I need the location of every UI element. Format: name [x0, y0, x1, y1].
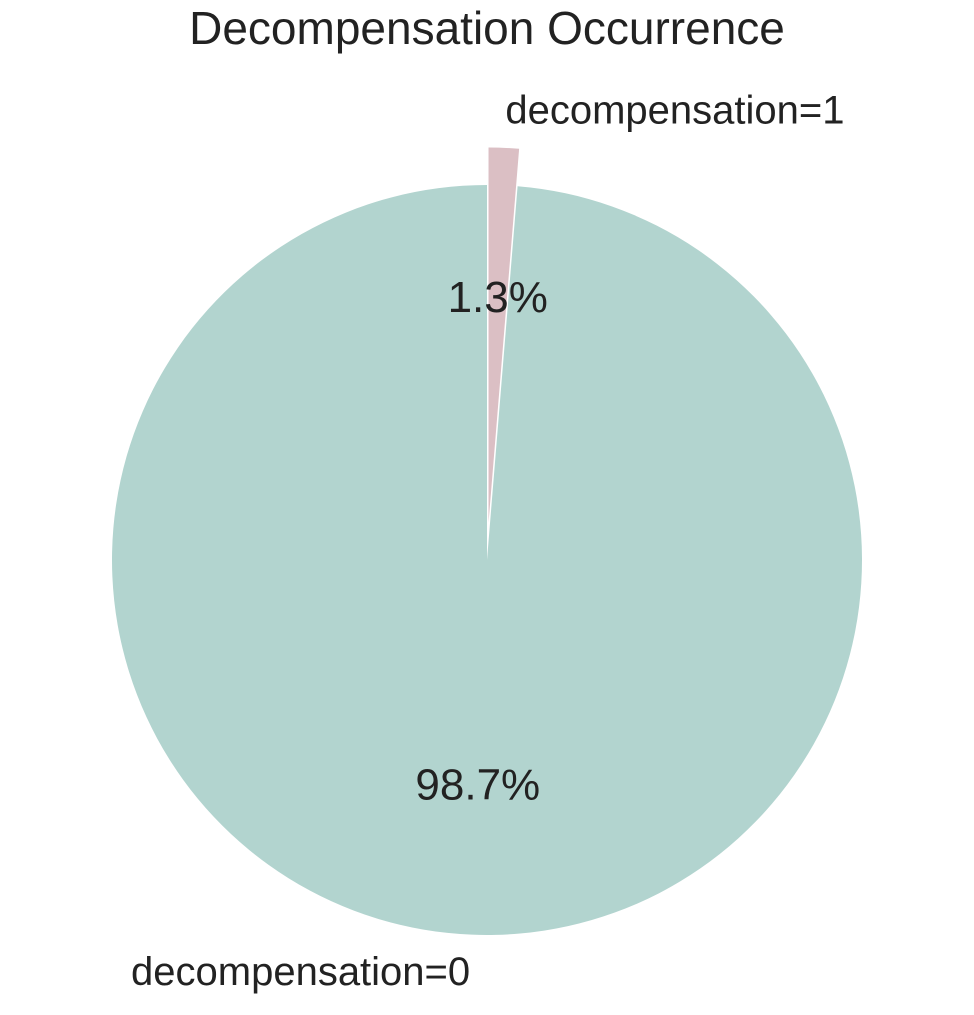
chart-title: Decompensation Occurrence [189, 2, 785, 54]
pie-slices [112, 147, 863, 935]
pie-slice-1 [488, 147, 520, 523]
pie-pct-label-1: 1.3% [448, 273, 548, 322]
pie-labels: 98.7% decompensation=0 1.3% decompensation=… [131, 88, 844, 994]
pie-category-label-1: decompensation=1 [505, 88, 844, 132]
pie-slice-0 [112, 185, 863, 935]
pie-category-label-0: decompensation=0 [131, 950, 470, 994]
pie-pct-label-0: 98.7% [415, 760, 540, 809]
